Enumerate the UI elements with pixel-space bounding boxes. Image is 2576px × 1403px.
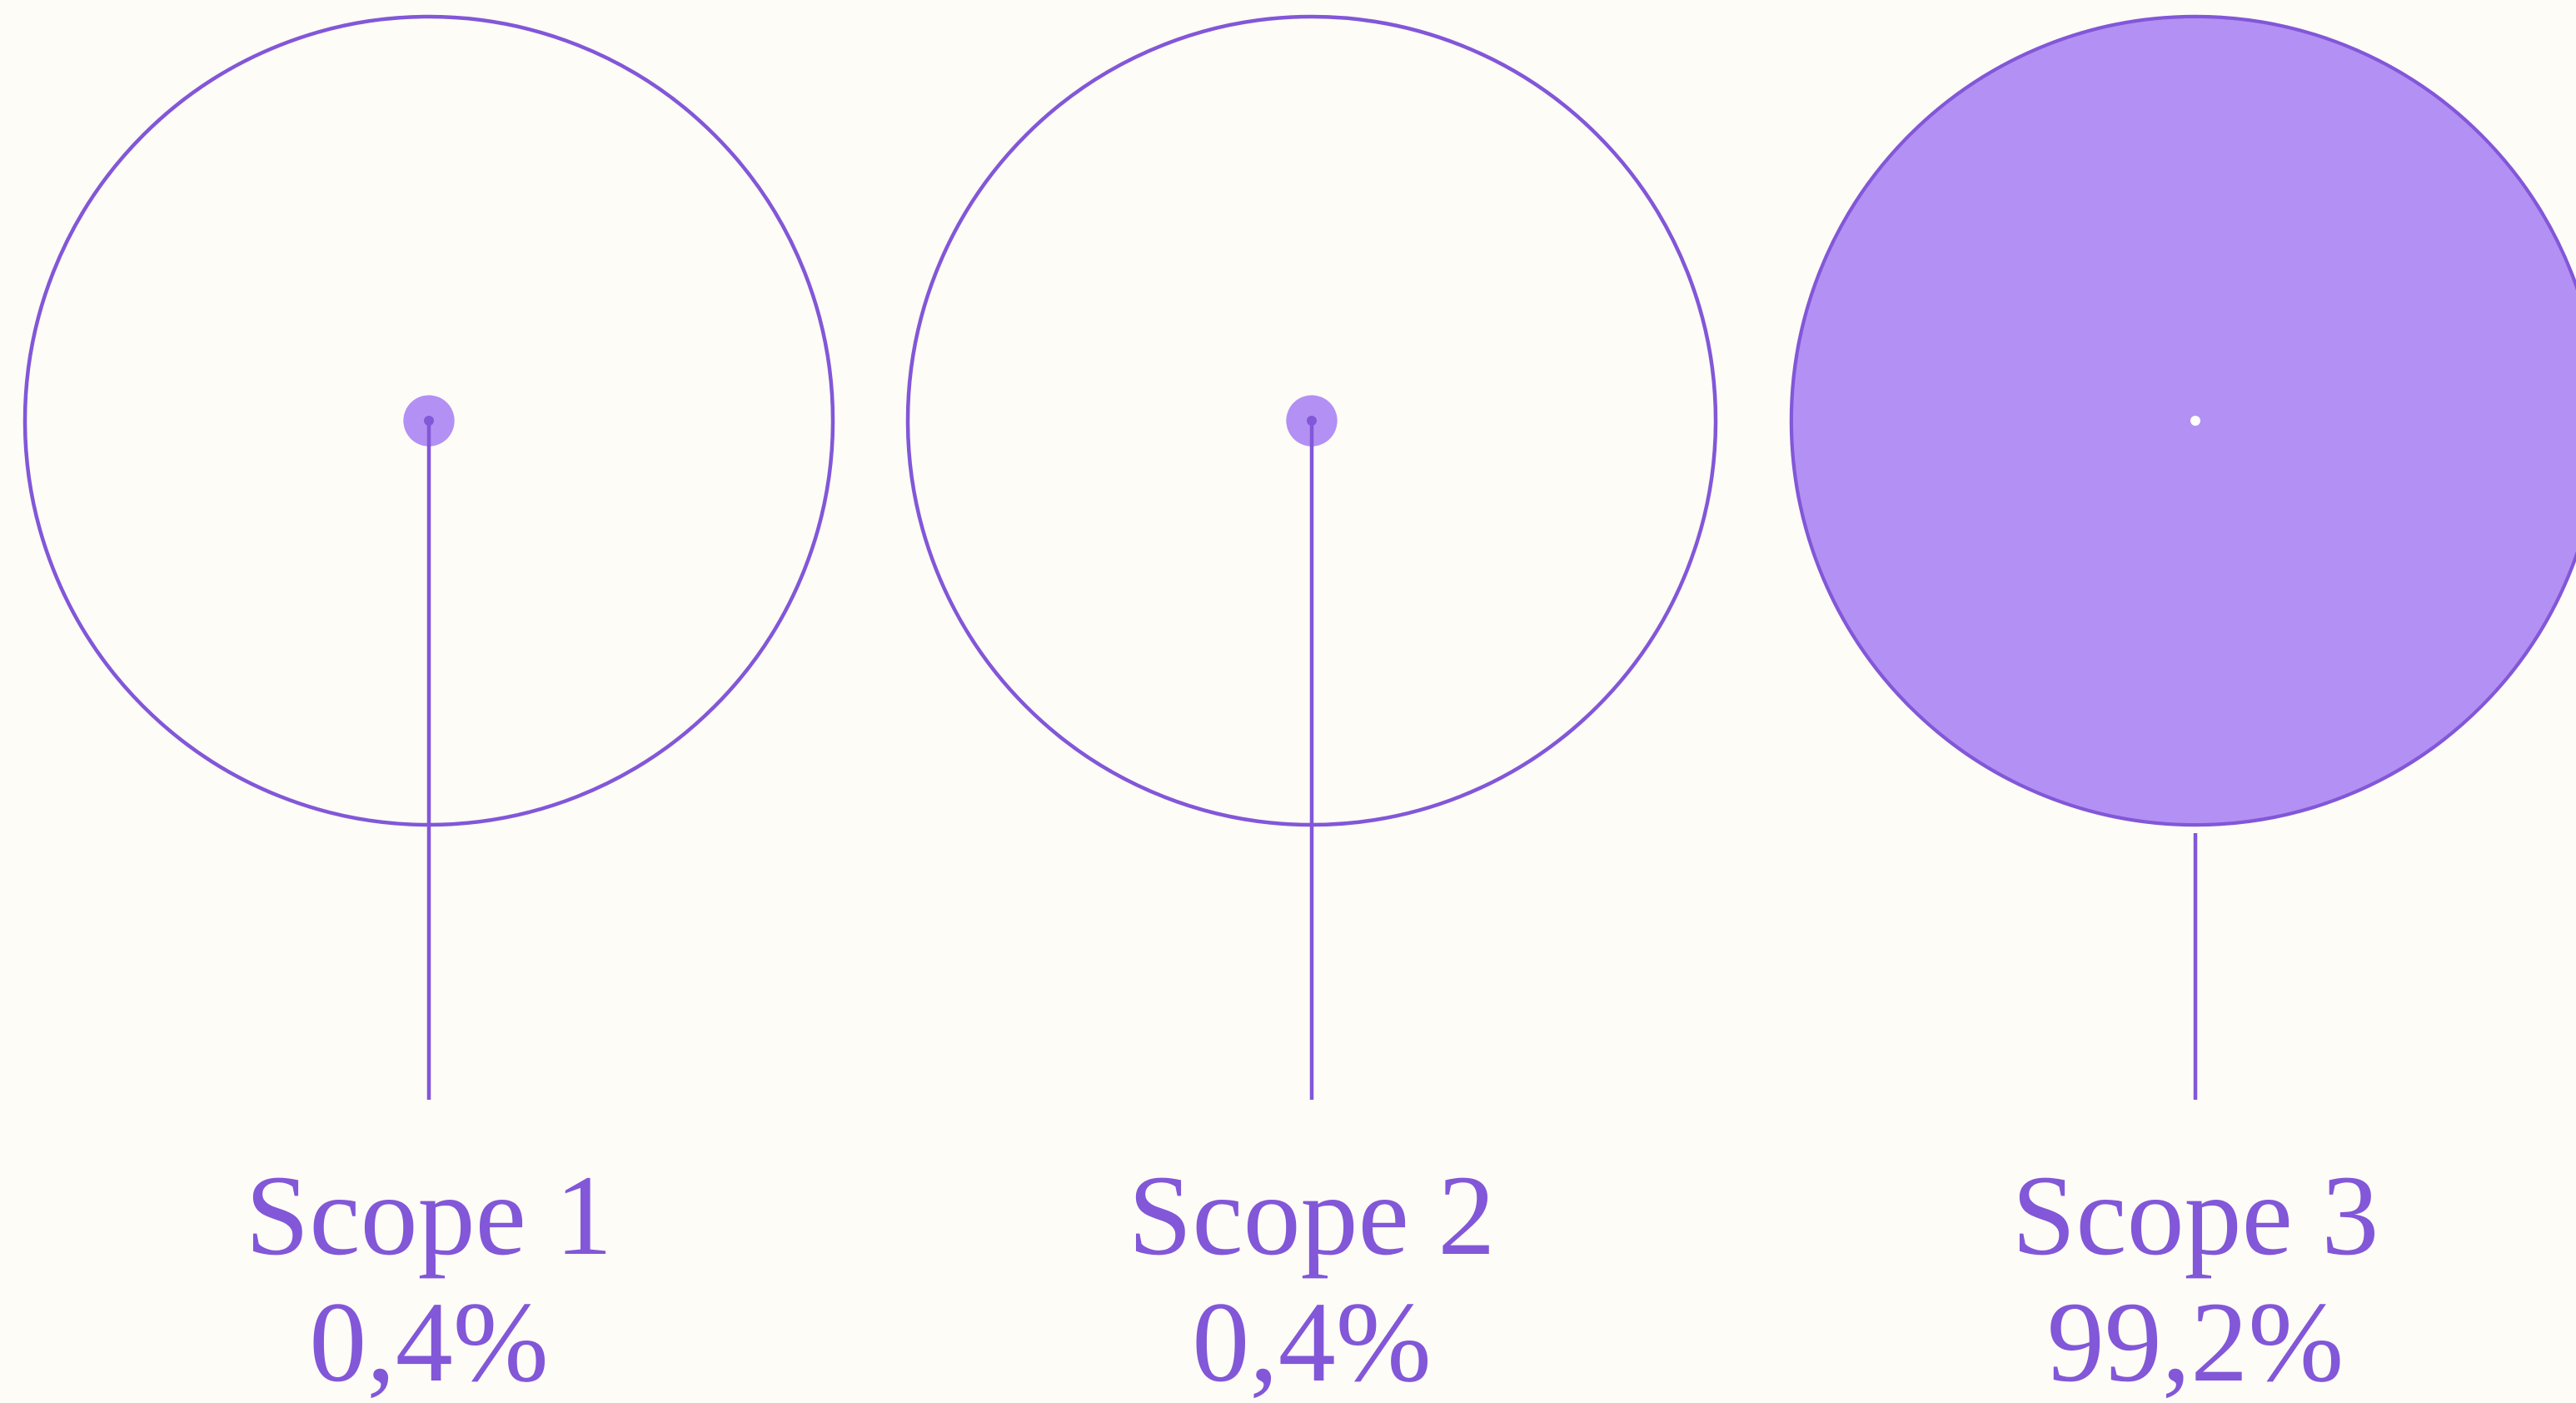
category-label: Scope 2: [1129, 1151, 1496, 1279]
value-label: 0,4%: [1192, 1278, 1431, 1403]
outline-circle: [1789, 14, 2576, 827]
value-label: 99,2%: [2047, 1278, 2344, 1403]
value-label: 0,4%: [309, 1278, 548, 1403]
center-dot: [1307, 416, 1317, 426]
category-label: Scope 1: [246, 1151, 613, 1279]
category-label: Scope 3: [2012, 1151, 2379, 1279]
share-circle: [1793, 18, 2576, 823]
center-dot: [2190, 416, 2200, 426]
center-dot: [424, 416, 434, 426]
